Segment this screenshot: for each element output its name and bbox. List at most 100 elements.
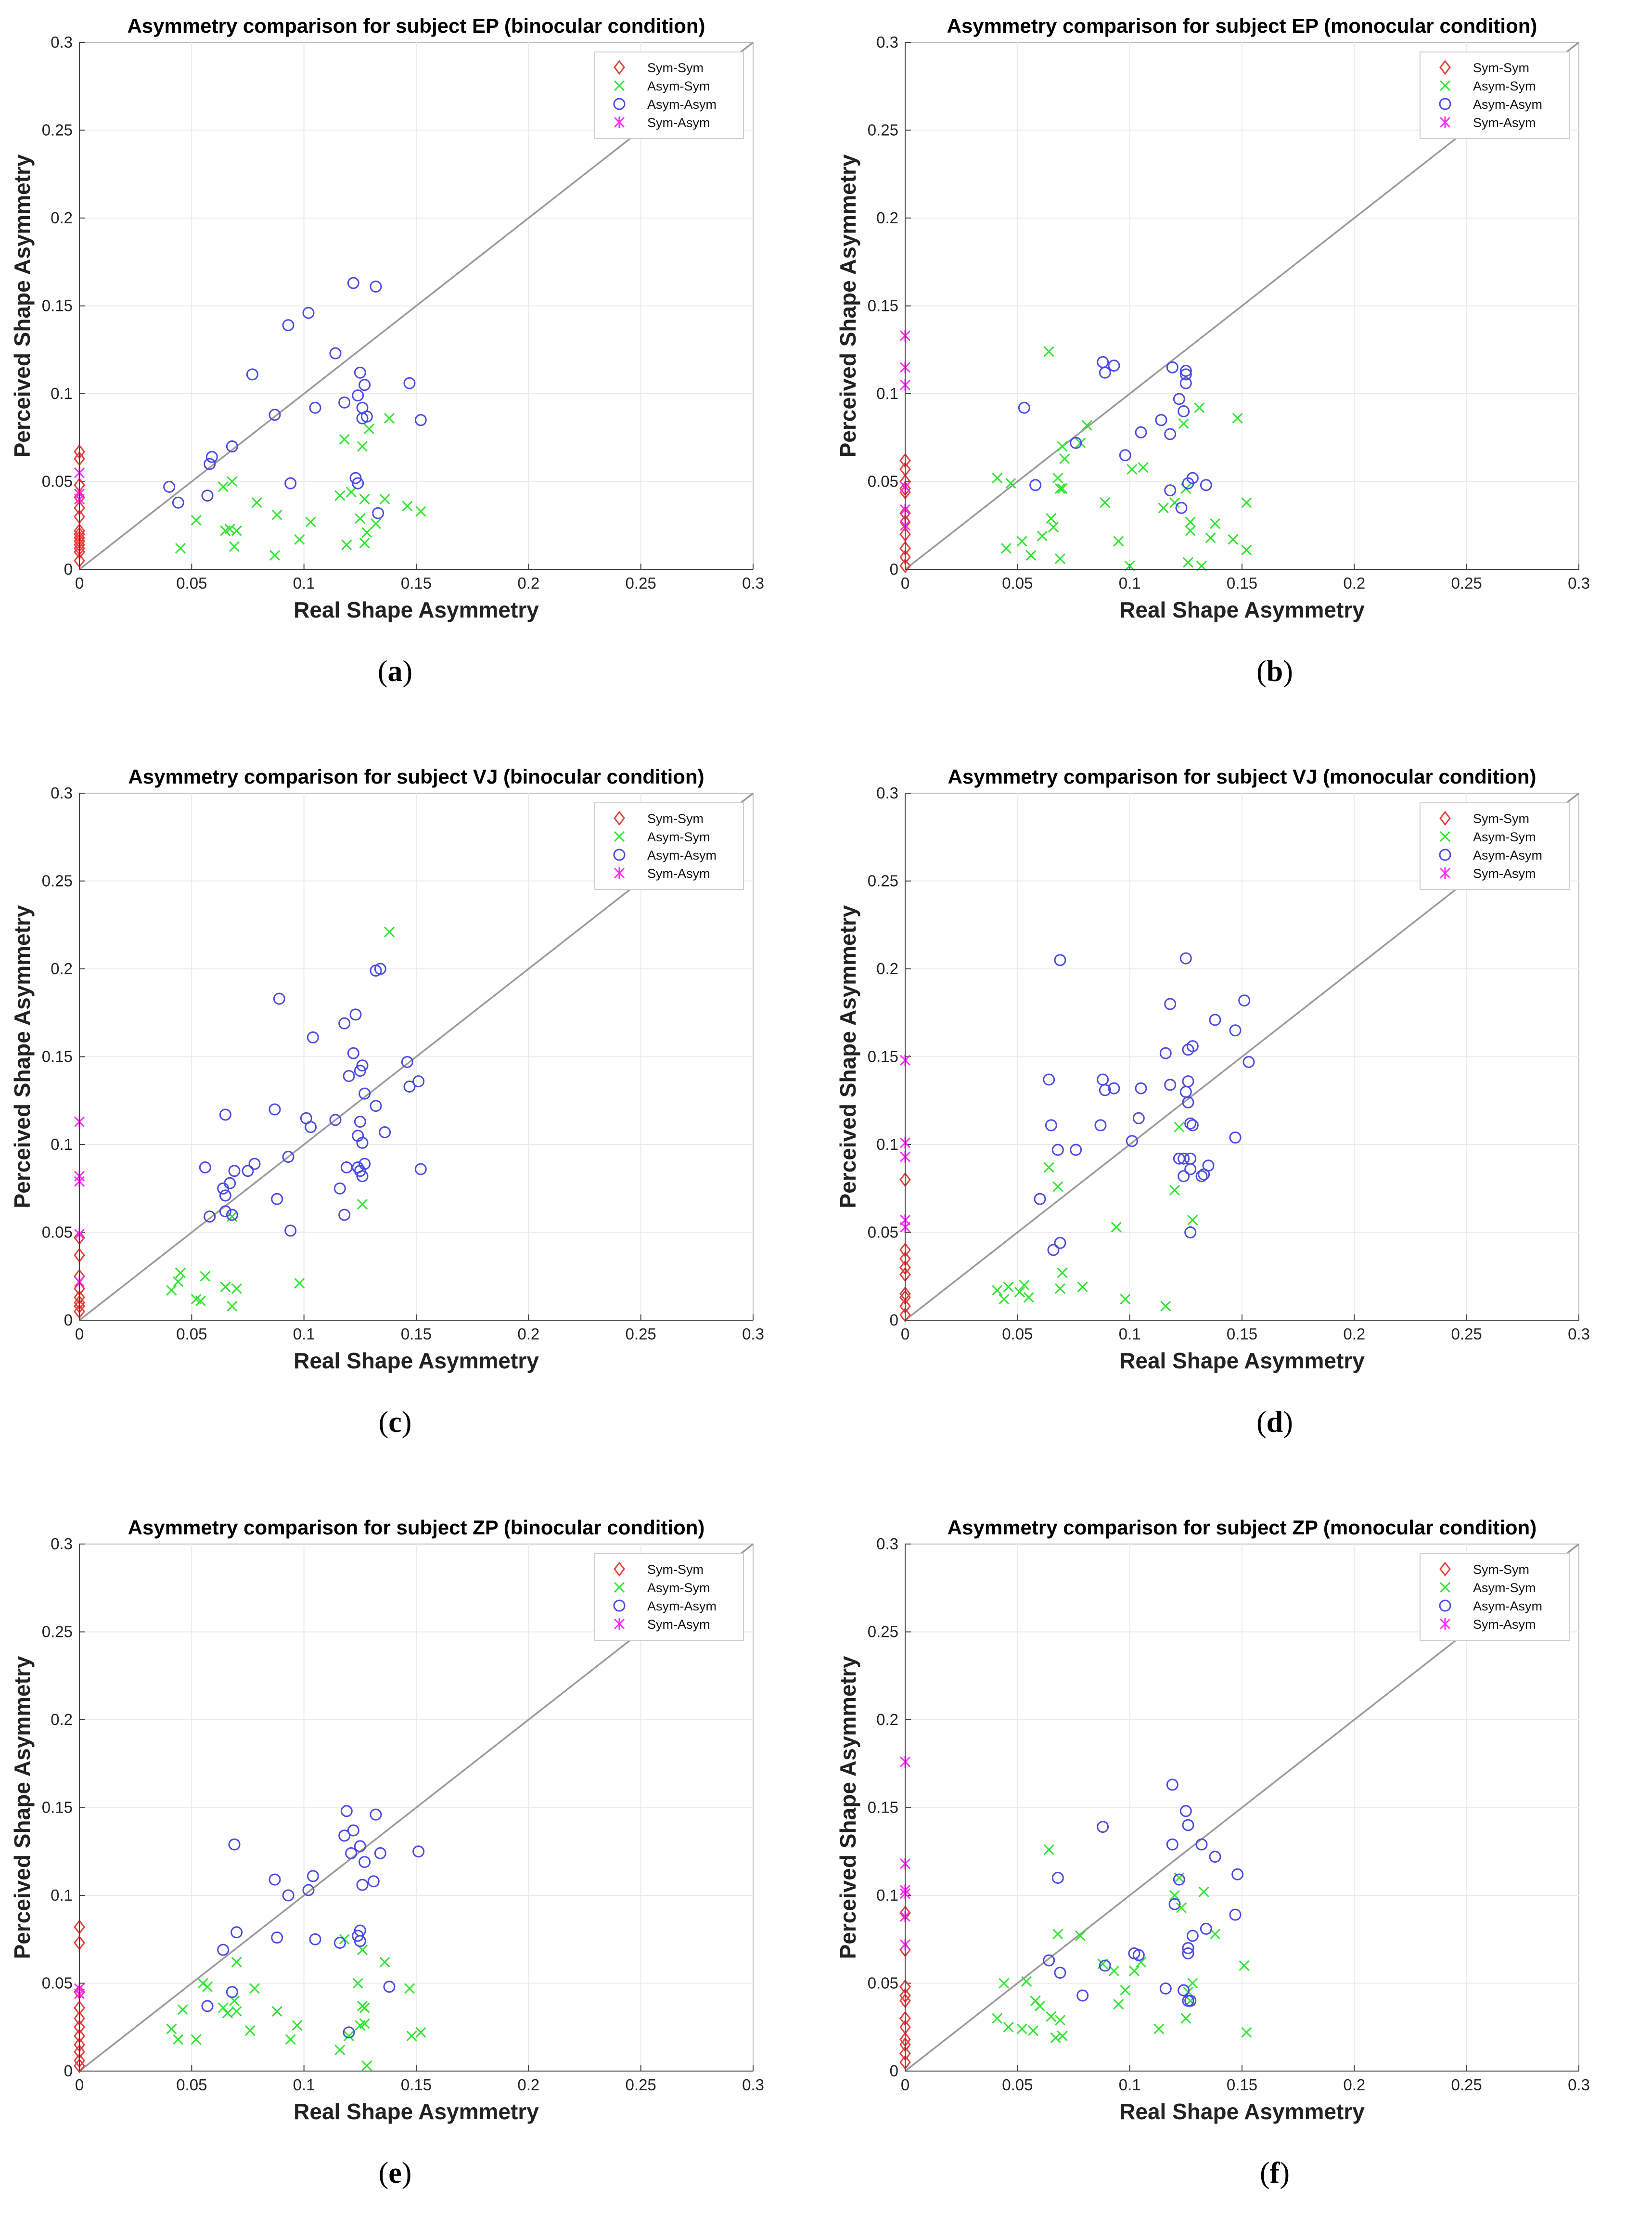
x-tick-label: 0.3 [742, 2076, 764, 2094]
data-point [1023, 1292, 1034, 1303]
data-point [339, 434, 350, 445]
data-point [1021, 1976, 1032, 1987]
data-point [1184, 1995, 1197, 2007]
data-point [383, 1981, 396, 1993]
data-point [1016, 536, 1027, 547]
data-point [1159, 1047, 1172, 1059]
y-tick-label: 0.25 [868, 1623, 898, 1641]
data-point [1005, 478, 1016, 489]
data-point [1179, 1805, 1192, 1817]
caption-d: (d) [1256, 1406, 1293, 1439]
series-asym-sym [175, 413, 426, 561]
chart-title: Asymmetry comparison for subject ZP (mon… [948, 1516, 1537, 1539]
y-tick-label: 0 [64, 560, 73, 578]
y-tick-label: 0.3 [876, 1535, 898, 1553]
x-tick-label: 0.3 [742, 574, 764, 592]
data-point [1164, 428, 1177, 440]
data-point [899, 558, 911, 574]
data-point [302, 307, 315, 319]
legend-label: Sym-Sym [1473, 1562, 1529, 1577]
legend-marker [614, 811, 625, 826]
x-tick-label: 0 [901, 2076, 909, 2094]
legend-label: Asym-Sym [647, 830, 710, 844]
legend-label: Asym-Asym [647, 1599, 717, 1613]
data-point [1097, 1821, 1109, 1833]
legend-label: Sym-Asym [1473, 866, 1536, 881]
data-point [354, 1065, 366, 1077]
legend-label: Asym-Asym [1473, 1599, 1542, 1613]
data-point [379, 493, 390, 505]
panel-c: 0 0.05 0.1 0.15 0.2 0.25 0.3 0 0.05 0.1 0.15 0.2 0.2… [0, 751, 826, 1489]
legend-label: Sym-Asym [647, 866, 710, 881]
data-point [309, 401, 321, 414]
data-point [1070, 1144, 1082, 1156]
data-point [1052, 473, 1063, 484]
legend-marker [614, 116, 625, 128]
data-point [374, 963, 386, 975]
x-tick-label: 0.2 [1343, 2076, 1365, 2094]
data-point [1003, 1281, 1014, 1292]
legend-marker [1439, 116, 1451, 128]
legend-label: Sym-Asym [647, 1617, 710, 1632]
legend-box [594, 1553, 744, 1641]
data-point [356, 1879, 369, 1891]
data-point [359, 2002, 370, 2013]
data-point [219, 1108, 231, 1121]
data-point [370, 1100, 382, 1112]
x-tick-label: 0.15 [1227, 574, 1257, 592]
data-point [1054, 2015, 1066, 2026]
y-tick-label: 0.05 [868, 473, 898, 490]
data-point [359, 1158, 371, 1170]
chart-a: 0 0.05 0.1 0.15 0.2 0.25 0.3 0 0.05 0.1 0.15 0.2 0.2… [10, 14, 764, 622]
data-point [204, 1210, 216, 1223]
data-point [333, 1182, 346, 1195]
data-point [352, 389, 364, 402]
y-tick-label: 0.3 [876, 33, 898, 51]
data-point [414, 1163, 427, 1175]
data-point [361, 527, 372, 538]
data-point [1182, 1819, 1194, 1831]
data-point [343, 2030, 355, 2042]
data-point [1127, 463, 1138, 475]
data-point [1070, 437, 1082, 449]
data-point [1158, 502, 1169, 514]
data-point [1229, 1131, 1242, 1144]
data-point [1187, 1978, 1198, 1989]
data-point [1052, 1929, 1063, 1940]
chart-c: 0 0.05 0.1 0.15 0.2 0.25 0.3 0 0.05 0.1 0.15 0.2 0.2… [10, 765, 764, 1373]
data-point [359, 2018, 370, 2029]
data-point [345, 1847, 358, 1859]
data-point [309, 1933, 321, 1945]
data-point [201, 489, 214, 502]
data-point [356, 1059, 369, 1072]
data-point [1043, 1954, 1055, 1967]
data-point [1043, 346, 1054, 357]
data-point [1179, 952, 1192, 965]
data-point [1059, 453, 1070, 464]
data-point [363, 423, 375, 435]
chart-d: 0 0.05 0.1 0.15 0.2 0.25 0.3 0 0.05 0.1 0.15 0.2 0.2… [835, 765, 1590, 1373]
x-tick-label: 0.25 [1451, 2076, 1482, 2094]
data-point [228, 1838, 241, 1851]
x-axis-label: Real Shape Asymmetry [1119, 1348, 1365, 1373]
data-point [1135, 426, 1147, 438]
data-point [338, 1017, 351, 1030]
data-point [1166, 361, 1178, 373]
data-point [1138, 462, 1149, 473]
data-point [349, 1008, 362, 1021]
data-point [1037, 530, 1048, 541]
chart-b: 0 0.05 0.1 0.15 0.2 0.25 0.3 0 0.05 0.1 0.15 0.2 0.2… [835, 14, 1590, 622]
x-tick-label: 0.25 [1451, 1325, 1482, 1343]
data-point [1241, 2027, 1252, 2038]
data-point [1174, 1121, 1185, 1133]
data-point [329, 1114, 342, 1126]
data-point [354, 1840, 366, 1853]
data-point [1241, 497, 1252, 508]
data-point [1135, 1957, 1147, 1968]
y-tick-label: 0.3 [876, 784, 898, 802]
data-point [1164, 1079, 1177, 1091]
y-tick-label: 0.2 [51, 960, 73, 978]
legend-marker [614, 1618, 625, 1630]
data-point [992, 473, 1003, 484]
data-point [269, 409, 281, 421]
